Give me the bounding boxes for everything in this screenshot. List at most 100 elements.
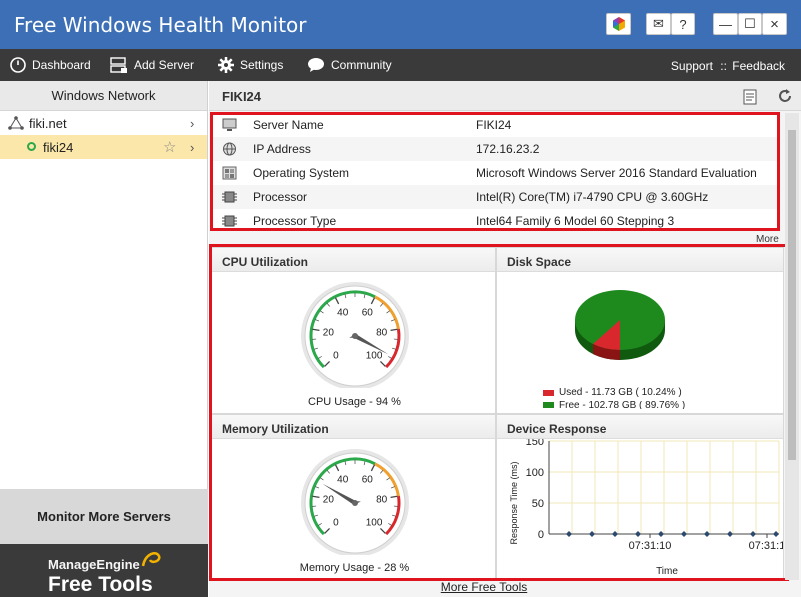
gauge-tick (386, 310, 390, 314)
menu-settings[interactable]: Settings (218, 57, 283, 73)
disk-panel-title: Disk Space (497, 248, 783, 272)
monitor-more-servers-button[interactable]: Monitor More Servers (0, 489, 208, 544)
gauge-tick-label: 20 (323, 327, 335, 338)
disk-panel: Disk Space Used - 11.73 GB ( 10.24% ) Fr… (496, 247, 784, 414)
chip-icon (222, 215, 237, 227)
gauge-tick (390, 495, 398, 499)
gauge-tick (388, 523, 392, 526)
gauge-needle (349, 334, 389, 355)
data-point (704, 531, 710, 537)
menu-bar: Dashboard Add Server Settings Community … (0, 49, 801, 81)
scrollbar-thumb[interactable] (788, 130, 796, 460)
gauge-tick (388, 356, 392, 359)
gauge-tick (334, 464, 340, 472)
info-row: Processor Type Intel64 Family 6 Model 60… (211, 209, 779, 233)
feedback-link[interactable]: Feedback (732, 59, 785, 73)
vertical-scrollbar[interactable] (785, 113, 799, 580)
response-ylabel: Response Time (ms) (509, 461, 519, 544)
windows-icon (222, 166, 237, 180)
x-tick-label: 07:31:10 (629, 540, 672, 552)
theme-button[interactable] (606, 13, 631, 35)
gauge-tick (313, 347, 319, 350)
gauge-tick (391, 514, 397, 517)
gauge-tick (334, 297, 340, 305)
info-label: IP Address (253, 142, 311, 156)
help-button[interactable]: ? (671, 13, 695, 35)
free-swatch (543, 402, 554, 408)
menu-community-label: Community (331, 58, 392, 72)
info-label: Processor (253, 190, 308, 204)
y-tick-label: 100 (526, 467, 544, 479)
gauge-tick-label: 0 (333, 518, 339, 529)
gauge-tick (326, 470, 330, 474)
gauge-tick-label: 60 (362, 307, 374, 318)
gauge-band (309, 290, 376, 369)
data-point (589, 531, 595, 537)
gauge-tick (344, 461, 347, 466)
mail-button[interactable]: ✉ (646, 13, 671, 35)
server-title: FIKI24 (222, 89, 262, 104)
gauge-tick (320, 477, 324, 481)
brand-swirl-icon (141, 552, 161, 567)
tree-item-domain[interactable]: fiki.net › (0, 111, 207, 135)
gauge-tick (324, 527, 331, 534)
cpu-panel: CPU Utilization 0 20 40 60 80 100 CPU Usage -… (211, 247, 496, 414)
info-value: Intel64 Family 6 Model 60 Stepping 3 (476, 214, 675, 228)
disk-pie (575, 290, 665, 360)
data-point (566, 531, 572, 537)
legend-free-label: Free - 102.78 GB ( 89.76% ) (559, 401, 686, 409)
response-panel: Device Response Response Time (ms) Time … (496, 414, 784, 579)
report-icon[interactable] (742, 89, 760, 105)
legend-used: Used - 11.73 GB ( 10.24% ) (543, 387, 682, 398)
menu-add-server-label: Add Server (134, 58, 195, 72)
response-panel-title: Device Response (497, 415, 783, 439)
gauge-tick (315, 319, 320, 322)
gauge-tick (318, 356, 322, 359)
gauge-tick (386, 477, 390, 481)
info-label: Operating System (253, 166, 350, 180)
support-links: Support :: Feedback (671, 59, 785, 73)
refresh-icon[interactable] (777, 88, 793, 104)
gauge-tick (390, 328, 398, 332)
memory-caption: Memory Usage - 28 % (299, 562, 410, 574)
response-chart: Response Time (ms) Time 150 100 50 0 07:31:1… (509, 439, 783, 577)
main-panel: FIKI24 Server Name FIKI24 IP Address 172… (209, 81, 801, 597)
info-row: Server Name FIKI24 (211, 113, 779, 137)
menu-dashboard-label: Dashboard (32, 58, 91, 72)
more-free-tools-link[interactable]: More Free Tools (440, 580, 528, 594)
chevron-right-icon: › (190, 139, 195, 155)
highlight-info (210, 112, 780, 231)
gauge-tick-label: 0 (333, 351, 339, 362)
gauge-band (385, 495, 401, 536)
close-button[interactable]: × (762, 13, 787, 35)
chat-bubble-icon (308, 58, 324, 72)
gauge-tick-label: 80 (376, 327, 388, 338)
menu-add-server[interactable]: Add Server (110, 57, 194, 73)
gauge-tick (370, 464, 376, 472)
legend-free: Free - 102.78 GB ( 89.76% ) (543, 401, 685, 409)
menu-community[interactable]: Community (307, 57, 392, 73)
gauge-tick (313, 514, 319, 517)
info-label: Processor Type (253, 214, 337, 228)
domain-label: fiki.net (29, 115, 67, 131)
gauge-tick (344, 294, 347, 299)
minimize-button[interactable]: — (713, 13, 738, 35)
cpu-caption: CPU Usage - 94 % (308, 396, 401, 408)
support-link[interactable]: Support (670, 59, 713, 73)
globe-icon (223, 142, 236, 156)
star-icon[interactable]: ☆ (163, 139, 177, 156)
link-separator: :: (720, 59, 727, 73)
gauge-tick (379, 360, 386, 367)
maximize-button[interactable]: ☐ (738, 13, 762, 35)
tree-item-server[interactable]: fiki24 ☆ › (0, 135, 207, 159)
data-point (681, 531, 687, 537)
data-point (658, 531, 664, 537)
menu-dashboard[interactable]: Dashboard (10, 57, 91, 73)
title-bar: Free Windows Health Monitor ✉ ? — ☐ × (0, 0, 801, 49)
gauge-tick (363, 461, 366, 466)
gauge-tick-label: 20 (323, 494, 335, 505)
gauge-tick (379, 527, 386, 534)
more-link[interactable]: More (756, 234, 779, 245)
gauge-tick (390, 486, 395, 489)
